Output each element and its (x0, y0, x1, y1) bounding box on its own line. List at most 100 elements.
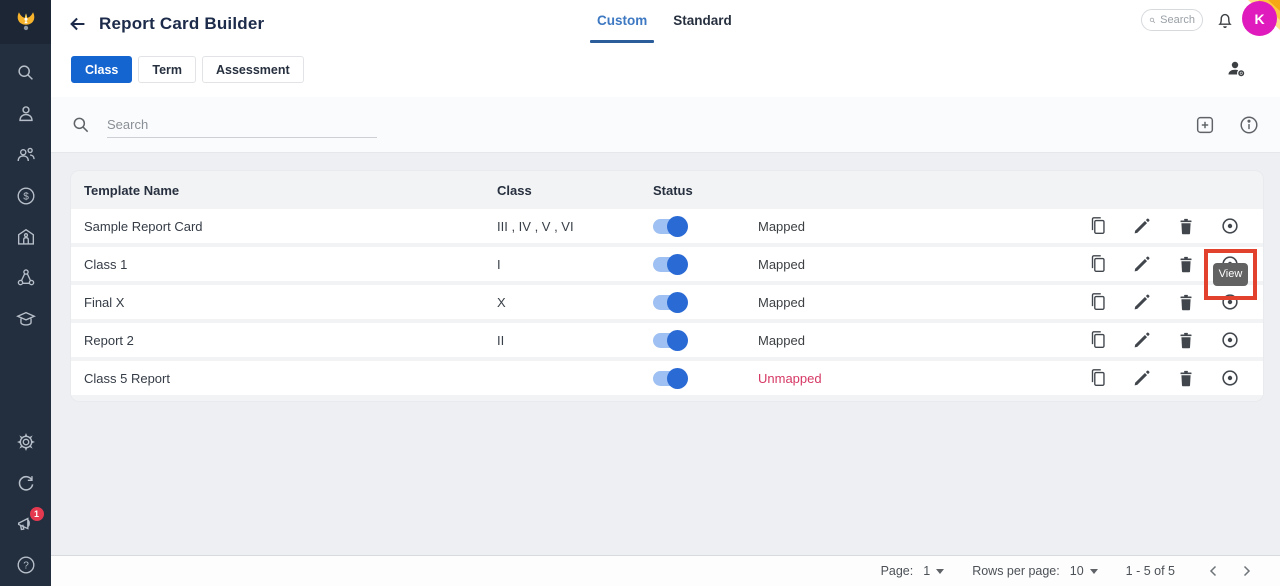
class-cell: X (497, 294, 506, 310)
edit-icon[interactable] (1131, 253, 1153, 275)
svg-text:$: $ (23, 192, 29, 203)
settings-gear-icon[interactable] (15, 431, 37, 453)
manage-accounts-icon[interactable] (1224, 57, 1248, 81)
global-search-label: Search (1160, 14, 1195, 26)
status-toggle[interactable] (653, 215, 688, 237)
status-text: Mapped (758, 332, 805, 348)
tab-class[interactable]: Class (71, 56, 133, 83)
delete-icon[interactable] (1175, 367, 1197, 389)
copy-icon[interactable] (1087, 367, 1109, 389)
graduation-icon[interactable] (15, 308, 37, 330)
template-name-cell: Class 1 (84, 256, 128, 272)
chevron-down-icon (936, 568, 945, 574)
column-header-class: Class (497, 182, 532, 198)
range-text: 1 - 5 of 5 (1125, 564, 1175, 578)
pagination-bar: Page: 1 Rows per page: 10 1 - 5 of 5 (51, 555, 1280, 586)
people-icon[interactable] (15, 144, 37, 166)
table-row: Class 1 I Mapped (71, 247, 1263, 281)
status-text: Mapped (758, 256, 805, 272)
nav-tabs: Custom Standard (589, 13, 732, 43)
status-text: Mapped (758, 218, 805, 234)
network-icon[interactable] (15, 267, 37, 289)
view-icon[interactable] (1219, 329, 1241, 351)
back-arrow-icon[interactable] (67, 13, 89, 35)
edit-icon[interactable] (1131, 291, 1153, 313)
rows-per-page-select[interactable]: 10 (1070, 564, 1098, 578)
class-cell: III , IV , V , VI (497, 218, 574, 234)
status-text: Mapped (758, 294, 805, 310)
view-icon[interactable] (1219, 367, 1241, 389)
app-logo-icon[interactable] (0, 0, 51, 44)
tab-term[interactable]: Term (138, 56, 196, 83)
global-search-button[interactable]: Search (1141, 9, 1203, 31)
view-icon[interactable] (1219, 215, 1241, 237)
search-icon (71, 115, 91, 135)
page-label: Page: (880, 564, 914, 578)
notifications-bell-icon[interactable] (1215, 10, 1235, 30)
tab-assessment[interactable]: Assessment (202, 56, 304, 83)
user-avatar[interactable]: K (1242, 1, 1277, 36)
search-icon[interactable] (15, 62, 37, 84)
status-toggle[interactable] (653, 329, 688, 351)
template-name-cell: Sample Report Card (84, 218, 203, 234)
main-area: Report Card Builder Custom Standard Sear… (51, 0, 1280, 586)
fees-dollar-icon[interactable]: $ (15, 185, 37, 207)
copy-icon[interactable] (1087, 215, 1109, 237)
table-search-bar (51, 97, 1280, 153)
table-body: Sample Report Card III , IV , V , VI Map… (71, 209, 1263, 395)
next-page-icon[interactable] (1237, 562, 1255, 580)
add-template-icon[interactable] (1194, 114, 1216, 136)
status-text: Unmapped (758, 370, 822, 386)
view-icon[interactable] (1219, 291, 1241, 313)
sidebar-nav-bottom: 1 ? (15, 431, 44, 576)
page-select[interactable]: 1 (923, 564, 945, 578)
row-actions (1087, 329, 1263, 351)
school-icon[interactable] (15, 226, 37, 248)
announcement-megaphone-icon[interactable]: 1 (15, 507, 44, 535)
top-header: Report Card Builder Custom Standard Sear… (51, 0, 1280, 97)
delete-icon[interactable] (1175, 329, 1197, 351)
tab-custom[interactable]: Custom (589, 13, 655, 43)
delete-icon[interactable] (1175, 291, 1197, 313)
filter-tabs: Class Term Assessment (71, 56, 304, 83)
table-header-row: Template Name Class Status (71, 171, 1263, 209)
edit-icon[interactable] (1131, 215, 1153, 237)
student-icon[interactable] (15, 103, 37, 125)
svg-text:?: ? (23, 561, 29, 572)
template-name-cell: Final X (84, 294, 125, 310)
template-name-cell: Report 2 (84, 332, 134, 348)
edit-icon[interactable] (1131, 329, 1153, 351)
view-tooltip: View (1212, 263, 1249, 286)
chevron-down-icon (1089, 568, 1098, 574)
table-row: Class 5 Report Unmapped (71, 361, 1263, 395)
row-actions (1087, 367, 1263, 389)
page-title: Report Card Builder (99, 14, 265, 33)
table-row: Sample Report Card III , IV , V , VI Map… (71, 209, 1263, 243)
rows-per-page-value: 10 (1069, 564, 1084, 578)
info-icon[interactable] (1238, 114, 1260, 136)
refresh-icon[interactable] (15, 472, 37, 494)
column-header-status: Status (653, 182, 693, 198)
class-cell: I (497, 256, 501, 272)
template-name-cell: Class 5 Report (84, 370, 170, 386)
search-input[interactable] (107, 111, 377, 138)
copy-icon[interactable] (1087, 291, 1109, 313)
table-row: Report 2 II Mapped (71, 323, 1263, 357)
delete-icon[interactable] (1175, 253, 1197, 275)
row-actions (1087, 215, 1263, 237)
tab-standard[interactable]: Standard (673, 13, 732, 28)
status-toggle[interactable] (653, 253, 688, 275)
copy-icon[interactable] (1087, 253, 1109, 275)
copy-icon[interactable] (1087, 329, 1109, 351)
page-value: 1 (923, 564, 931, 578)
delete-icon[interactable] (1175, 215, 1197, 237)
templates-table: Template Name Class Status Sample Report… (71, 171, 1263, 401)
row-actions (1087, 291, 1263, 313)
help-icon[interactable]: ? (15, 554, 37, 576)
status-toggle[interactable] (653, 291, 688, 313)
edit-icon[interactable] (1131, 367, 1153, 389)
previous-page-icon[interactable] (1205, 562, 1223, 580)
column-header-template-name: Template Name (84, 182, 180, 198)
status-toggle[interactable] (653, 367, 688, 389)
